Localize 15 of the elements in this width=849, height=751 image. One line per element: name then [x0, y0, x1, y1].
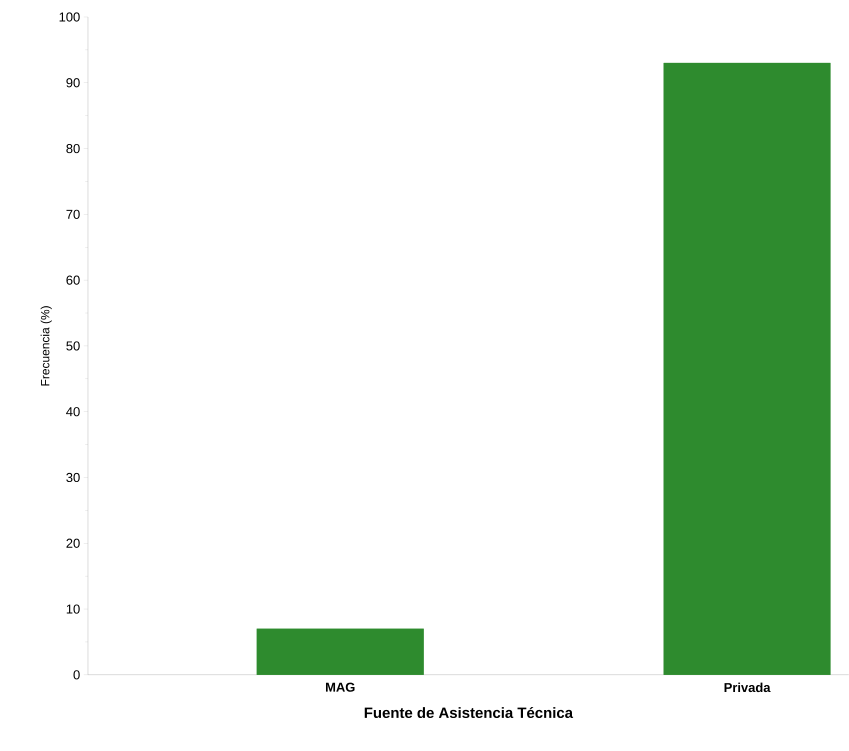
- y-tick-label: 20: [66, 538, 80, 548]
- y-tick-label: 70: [66, 210, 80, 220]
- y-tick-label: 80: [66, 144, 80, 154]
- y-tick-label: 60: [66, 276, 80, 285]
- y-tick-label: 50: [66, 341, 80, 351]
- y-tick-label: 40: [66, 407, 80, 416]
- y-tick-label: 30: [66, 472, 80, 482]
- y-tick-label: 10: [66, 604, 80, 614]
- y-tick-label: 100: [60, 12, 80, 22]
- x-tick-label: MAG: [326, 682, 355, 692]
- y-tick-label: 90: [66, 78, 80, 88]
- y-axis-title: Frecuencia (%): [40, 306, 52, 386]
- x-tick-label: Privada: [724, 682, 771, 692]
- y-tick-label: 0: [74, 670, 80, 680]
- x-axis-title: Fuente de Asistencia Técnica: [364, 707, 574, 718]
